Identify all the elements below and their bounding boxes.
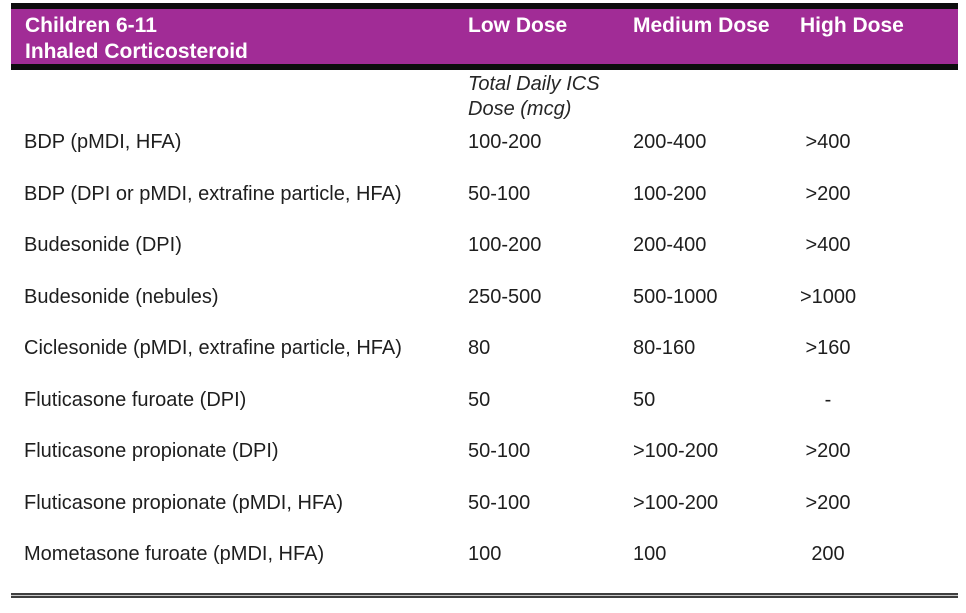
high-dose-cell: >200 xyxy=(805,491,851,514)
drug-name-cell: Fluticasone propionate (DPI) xyxy=(24,440,279,462)
table-row: Ciclesonide (pMDI, extrafine particle, H… xyxy=(11,328,958,380)
table-row: Budesonide (DPI) 100-200 200-400 >400 xyxy=(11,225,958,277)
medium-dose-cell: 200-400 xyxy=(633,234,707,256)
low-dose-cell: 80 xyxy=(468,337,491,359)
low-dose-cell: 50-100 xyxy=(468,440,531,462)
units-subheader-line1: Total Daily ICS xyxy=(468,73,600,95)
table-row: Fluticasone furoate (DPI) 50 50 - xyxy=(11,380,958,432)
ics-dose-table: Children 6-11 Inhaled Corticosteroid Low… xyxy=(11,3,958,598)
units-subheader-line2: Dose (mcg) xyxy=(468,98,572,120)
units-subheader: Total Daily ICS Dose (mcg) xyxy=(468,70,958,122)
table-row: Fluticasone propionate (DPI) 50-100 >100… xyxy=(11,431,958,483)
header-title-line2: Inhaled Corticosteroid xyxy=(25,40,248,63)
low-dose-cell: 50 xyxy=(468,388,491,411)
medium-dose-cell: 500-1000 xyxy=(633,285,718,308)
drug-name-cell: BDP (DPI or pMDI, extrafine particle, HF… xyxy=(24,182,402,205)
drug-name-cell: BDP (pMDI, HFA) xyxy=(24,131,182,153)
table-rows: BDP (pMDI, HFA) 100-200 200-400 >400 BDP… xyxy=(11,122,958,586)
drug-name-cell: Fluticasone furoate (DPI) xyxy=(24,388,247,411)
low-dose-cell: 100-200 xyxy=(468,234,542,256)
low-dose-cell: 100-200 xyxy=(468,131,542,153)
drug-name-cell: Ciclesonide (pMDI, extrafine particle, H… xyxy=(24,337,402,359)
high-dose-cell: >1000 xyxy=(800,285,857,308)
medium-dose-cell: 100 xyxy=(633,543,667,565)
header-title-line1: Children 6-11 xyxy=(25,14,157,37)
header-title: Children 6-11 Inhaled Corticosteroid xyxy=(11,9,468,64)
drug-name-cell: Budesonide (nebules) xyxy=(24,285,219,308)
drug-name-cell: Mometasone furoate (pMDI, HFA) xyxy=(24,543,325,565)
high-dose-cell: - xyxy=(824,388,832,411)
table-row: Fluticasone propionate (pMDI, HFA) 50-10… xyxy=(11,483,958,535)
units-subheader-row: Total Daily ICS Dose (mcg) xyxy=(11,70,958,122)
medium-dose-cell: 80-160 xyxy=(633,337,696,359)
medium-dose-cell: 50 xyxy=(633,388,656,411)
column-header-high-dose: High Dose xyxy=(800,14,904,37)
high-dose-cell: >200 xyxy=(805,182,851,205)
low-dose-cell: 100 xyxy=(468,543,502,565)
bottom-rule xyxy=(11,592,958,598)
drug-name-cell: Fluticasone propionate (pMDI, HFA) xyxy=(24,491,344,514)
medium-dose-cell: 100-200 xyxy=(633,182,707,205)
table-row: Budesonide (nebules) 250-500 500-1000 >1… xyxy=(11,277,958,329)
table-row: Mometasone furoate (pMDI, HFA) 100 100 2… xyxy=(11,534,958,586)
low-dose-cell: 250-500 xyxy=(468,285,542,308)
high-dose-cell: 200 xyxy=(811,543,845,565)
column-header-medium-dose: Medium Dose xyxy=(633,14,770,37)
subheader-spacer xyxy=(11,70,468,122)
table-row: BDP (pMDI, HFA) 100-200 200-400 >400 xyxy=(11,122,958,174)
medium-dose-cell: >100-200 xyxy=(633,491,719,514)
table-header: Children 6-11 Inhaled Corticosteroid Low… xyxy=(11,3,958,70)
medium-dose-cell: 200-400 xyxy=(633,131,707,153)
low-dose-cell: 50-100 xyxy=(468,182,531,205)
high-dose-cell: >200 xyxy=(805,440,851,462)
medium-dose-cell: >100-200 xyxy=(633,440,719,462)
drug-name-cell: Budesonide (DPI) xyxy=(24,234,182,256)
column-header-low-dose: Low Dose xyxy=(468,14,568,37)
high-dose-cell: >160 xyxy=(805,337,851,359)
high-dose-cell: >400 xyxy=(805,234,851,256)
table-row: BDP (DPI or pMDI, extrafine particle, HF… xyxy=(11,174,958,226)
high-dose-cell: >400 xyxy=(805,131,851,153)
low-dose-cell: 50-100 xyxy=(468,491,531,514)
